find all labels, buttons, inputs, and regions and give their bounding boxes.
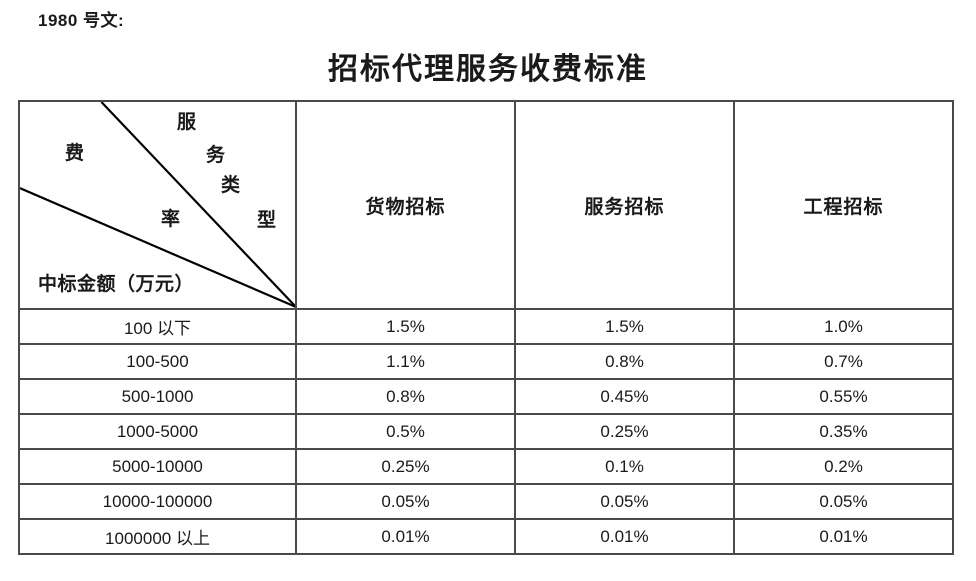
- table-header-row: 服 务 类 型 费 率 中标金额（万元） 货物招标 服务招标 工程招标: [18, 100, 954, 310]
- page-title: 招标代理服务收费标准: [328, 53, 648, 86]
- table-row: 100-500 1.1% 0.8% 0.7%: [18, 343, 954, 380]
- table-row: 1000-5000 0.5% 0.25% 0.35%: [18, 413, 954, 450]
- rate-services: 0.05%: [514, 483, 735, 520]
- rate-goods: 0.5%: [295, 413, 516, 450]
- amount-range: 5000-10000: [18, 448, 297, 485]
- rate-services: 1.5%: [514, 308, 735, 345]
- corner-axis-char: 类: [221, 175, 241, 196]
- table-row: 500-1000 0.8% 0.45% 0.55%: [18, 378, 954, 415]
- table-row: 10000-100000 0.05% 0.05% 0.05%: [18, 483, 954, 520]
- diagonal-header-cell: 服 务 类 型 费 率 中标金额（万元）: [18, 100, 297, 310]
- rate-goods: 0.25%: [295, 448, 516, 485]
- corner-axis-char: 率: [161, 209, 181, 230]
- table-row: 100 以下 1.5% 1.5% 1.0%: [18, 308, 954, 345]
- rate-goods: 0.01%: [295, 518, 516, 555]
- column-header-engineering: 工程招标: [733, 100, 954, 310]
- rate-engineering: 0.7%: [733, 343, 954, 380]
- rate-goods: 1.5%: [295, 308, 516, 345]
- rate-engineering: 0.35%: [733, 413, 954, 450]
- rate-services: 0.1%: [514, 448, 735, 485]
- rate-goods: 0.05%: [295, 483, 516, 520]
- corner-axis-char: 服: [177, 112, 197, 133]
- diagonal-divider-lines: [20, 102, 295, 308]
- amount-range: 10000-100000: [18, 483, 297, 520]
- amount-axis-title: 中标金额（万元）: [38, 274, 195, 295]
- corner-axis-char: 务: [206, 145, 226, 166]
- rate-engineering: 0.01%: [733, 518, 954, 555]
- column-header-services: 服务招标: [514, 100, 735, 310]
- rate-engineering: 1.0%: [733, 308, 954, 345]
- rate-services: 0.8%: [514, 343, 735, 380]
- amount-range: 1000000 以上: [18, 518, 297, 555]
- fee-standard-table: 服 务 类 型 费 率 中标金额（万元） 货物招标 服务招标 工程招标 100 …: [18, 100, 954, 555]
- document-reference-label: 1980 号文:: [38, 11, 125, 30]
- table-row: 1000000 以上 0.01% 0.01% 0.01%: [18, 518, 954, 555]
- rate-goods: 0.8%: [295, 378, 516, 415]
- amount-range: 500-1000: [18, 378, 297, 415]
- amount-range: 100 以下: [18, 308, 297, 345]
- corner-axis-char: 型: [257, 210, 277, 231]
- rate-services: 0.01%: [514, 518, 735, 555]
- table-row: 5000-10000 0.25% 0.1% 0.2%: [18, 448, 954, 485]
- rate-engineering: 0.55%: [733, 378, 954, 415]
- rate-services: 0.45%: [514, 378, 735, 415]
- rate-engineering: 0.05%: [733, 483, 954, 520]
- amount-range: 100-500: [18, 343, 297, 380]
- rate-engineering: 0.2%: [733, 448, 954, 485]
- column-header-goods: 货物招标: [295, 100, 516, 310]
- rate-goods: 1.1%: [295, 343, 516, 380]
- amount-range: 1000-5000: [18, 413, 297, 450]
- rate-services: 0.25%: [514, 413, 735, 450]
- corner-axis-char: 费: [65, 143, 85, 164]
